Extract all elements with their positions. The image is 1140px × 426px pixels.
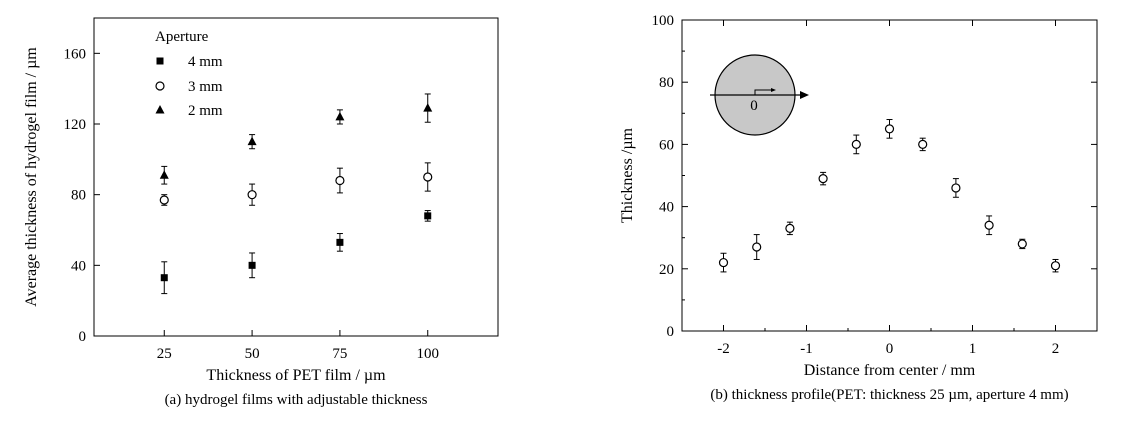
x-tick-label: -2 [717, 341, 730, 357]
x-tick-label: 100 [416, 346, 439, 362]
legend-entry: 2 mm [188, 103, 223, 119]
y-tick-label: 40 [659, 200, 674, 216]
data-point [335, 111, 345, 121]
legend-entry: 4 mm [188, 54, 223, 70]
chart-a: 25 50 75 100 0 40 80 120 160 Thickness of PET fil… [23, 17, 499, 408]
x-tick-label: 50 [245, 346, 260, 362]
data-point [785, 223, 795, 233]
data-point [1017, 239, 1027, 249]
data-point [851, 139, 861, 149]
series-1 [159, 162, 433, 206]
x-tick-label: -1 [800, 341, 813, 357]
x-tick-label: 0 [886, 341, 894, 357]
legend-entry: 3 mm [188, 79, 223, 95]
legend-marker [156, 57, 164, 65]
data-point [247, 136, 257, 146]
inset-arrow-head [800, 91, 809, 99]
data-point [160, 274, 168, 282]
y-tick-label: 160 [64, 46, 87, 62]
data-point [424, 212, 432, 220]
data-point [884, 124, 895, 134]
data-point [159, 170, 169, 179]
y-axis-label: Average thickness of hydrogel film / µm [23, 47, 40, 307]
data-point [951, 183, 961, 193]
y-axis-label: Thickness /µm [619, 127, 636, 223]
inset-origin-label: 0 [750, 98, 758, 114]
data-point [423, 103, 433, 112]
series-2 [159, 93, 433, 185]
y-tick-label: 80 [71, 188, 86, 204]
x-axis-label: Thickness of PET film / µm [206, 367, 386, 384]
y-tick-label: 100 [652, 13, 675, 29]
data-point [718, 257, 729, 268]
inset-radius-marker [754, 89, 773, 95]
data-point [336, 238, 344, 246]
legend-marker [155, 81, 165, 91]
y-tick-label: 120 [64, 117, 87, 133]
figure-caption: (a) hydrogel films with adjustable thick… [165, 392, 428, 408]
plot-frame [93, 17, 499, 337]
data-point [335, 175, 345, 186]
data-point [247, 190, 257, 200]
figure-caption: (b) thickness profile(PET: thickness 25 … [710, 387, 1068, 403]
x-tick-label: 25 [157, 346, 172, 362]
y-tick-label: 20 [659, 262, 674, 278]
y-tick-label: 60 [659, 137, 674, 153]
data-point [248, 261, 256, 269]
data-point [818, 174, 828, 184]
y-tick-label: 0 [79, 329, 87, 345]
x-tick-label: 2 [1052, 341, 1060, 357]
x-axis-label: Distance from center / mm [804, 362, 976, 379]
data-point [984, 220, 994, 230]
series-0 [160, 210, 432, 295]
data-point [752, 242, 762, 252]
legend-title: Aperture [155, 29, 209, 45]
legend-marker [155, 105, 165, 114]
y-tick-label: 40 [71, 258, 86, 274]
data-point [159, 195, 169, 205]
x-tick-label: 1 [969, 341, 977, 357]
series-0 [718, 119, 1061, 273]
y-tick-label: 80 [659, 75, 674, 91]
inset-radius-arrow [771, 88, 776, 92]
x-tick-label: 75 [332, 346, 347, 362]
data-point [918, 139, 928, 149]
data-point [423, 172, 433, 182]
data-point [1050, 261, 1061, 271]
y-tick-label: 0 [667, 324, 675, 340]
